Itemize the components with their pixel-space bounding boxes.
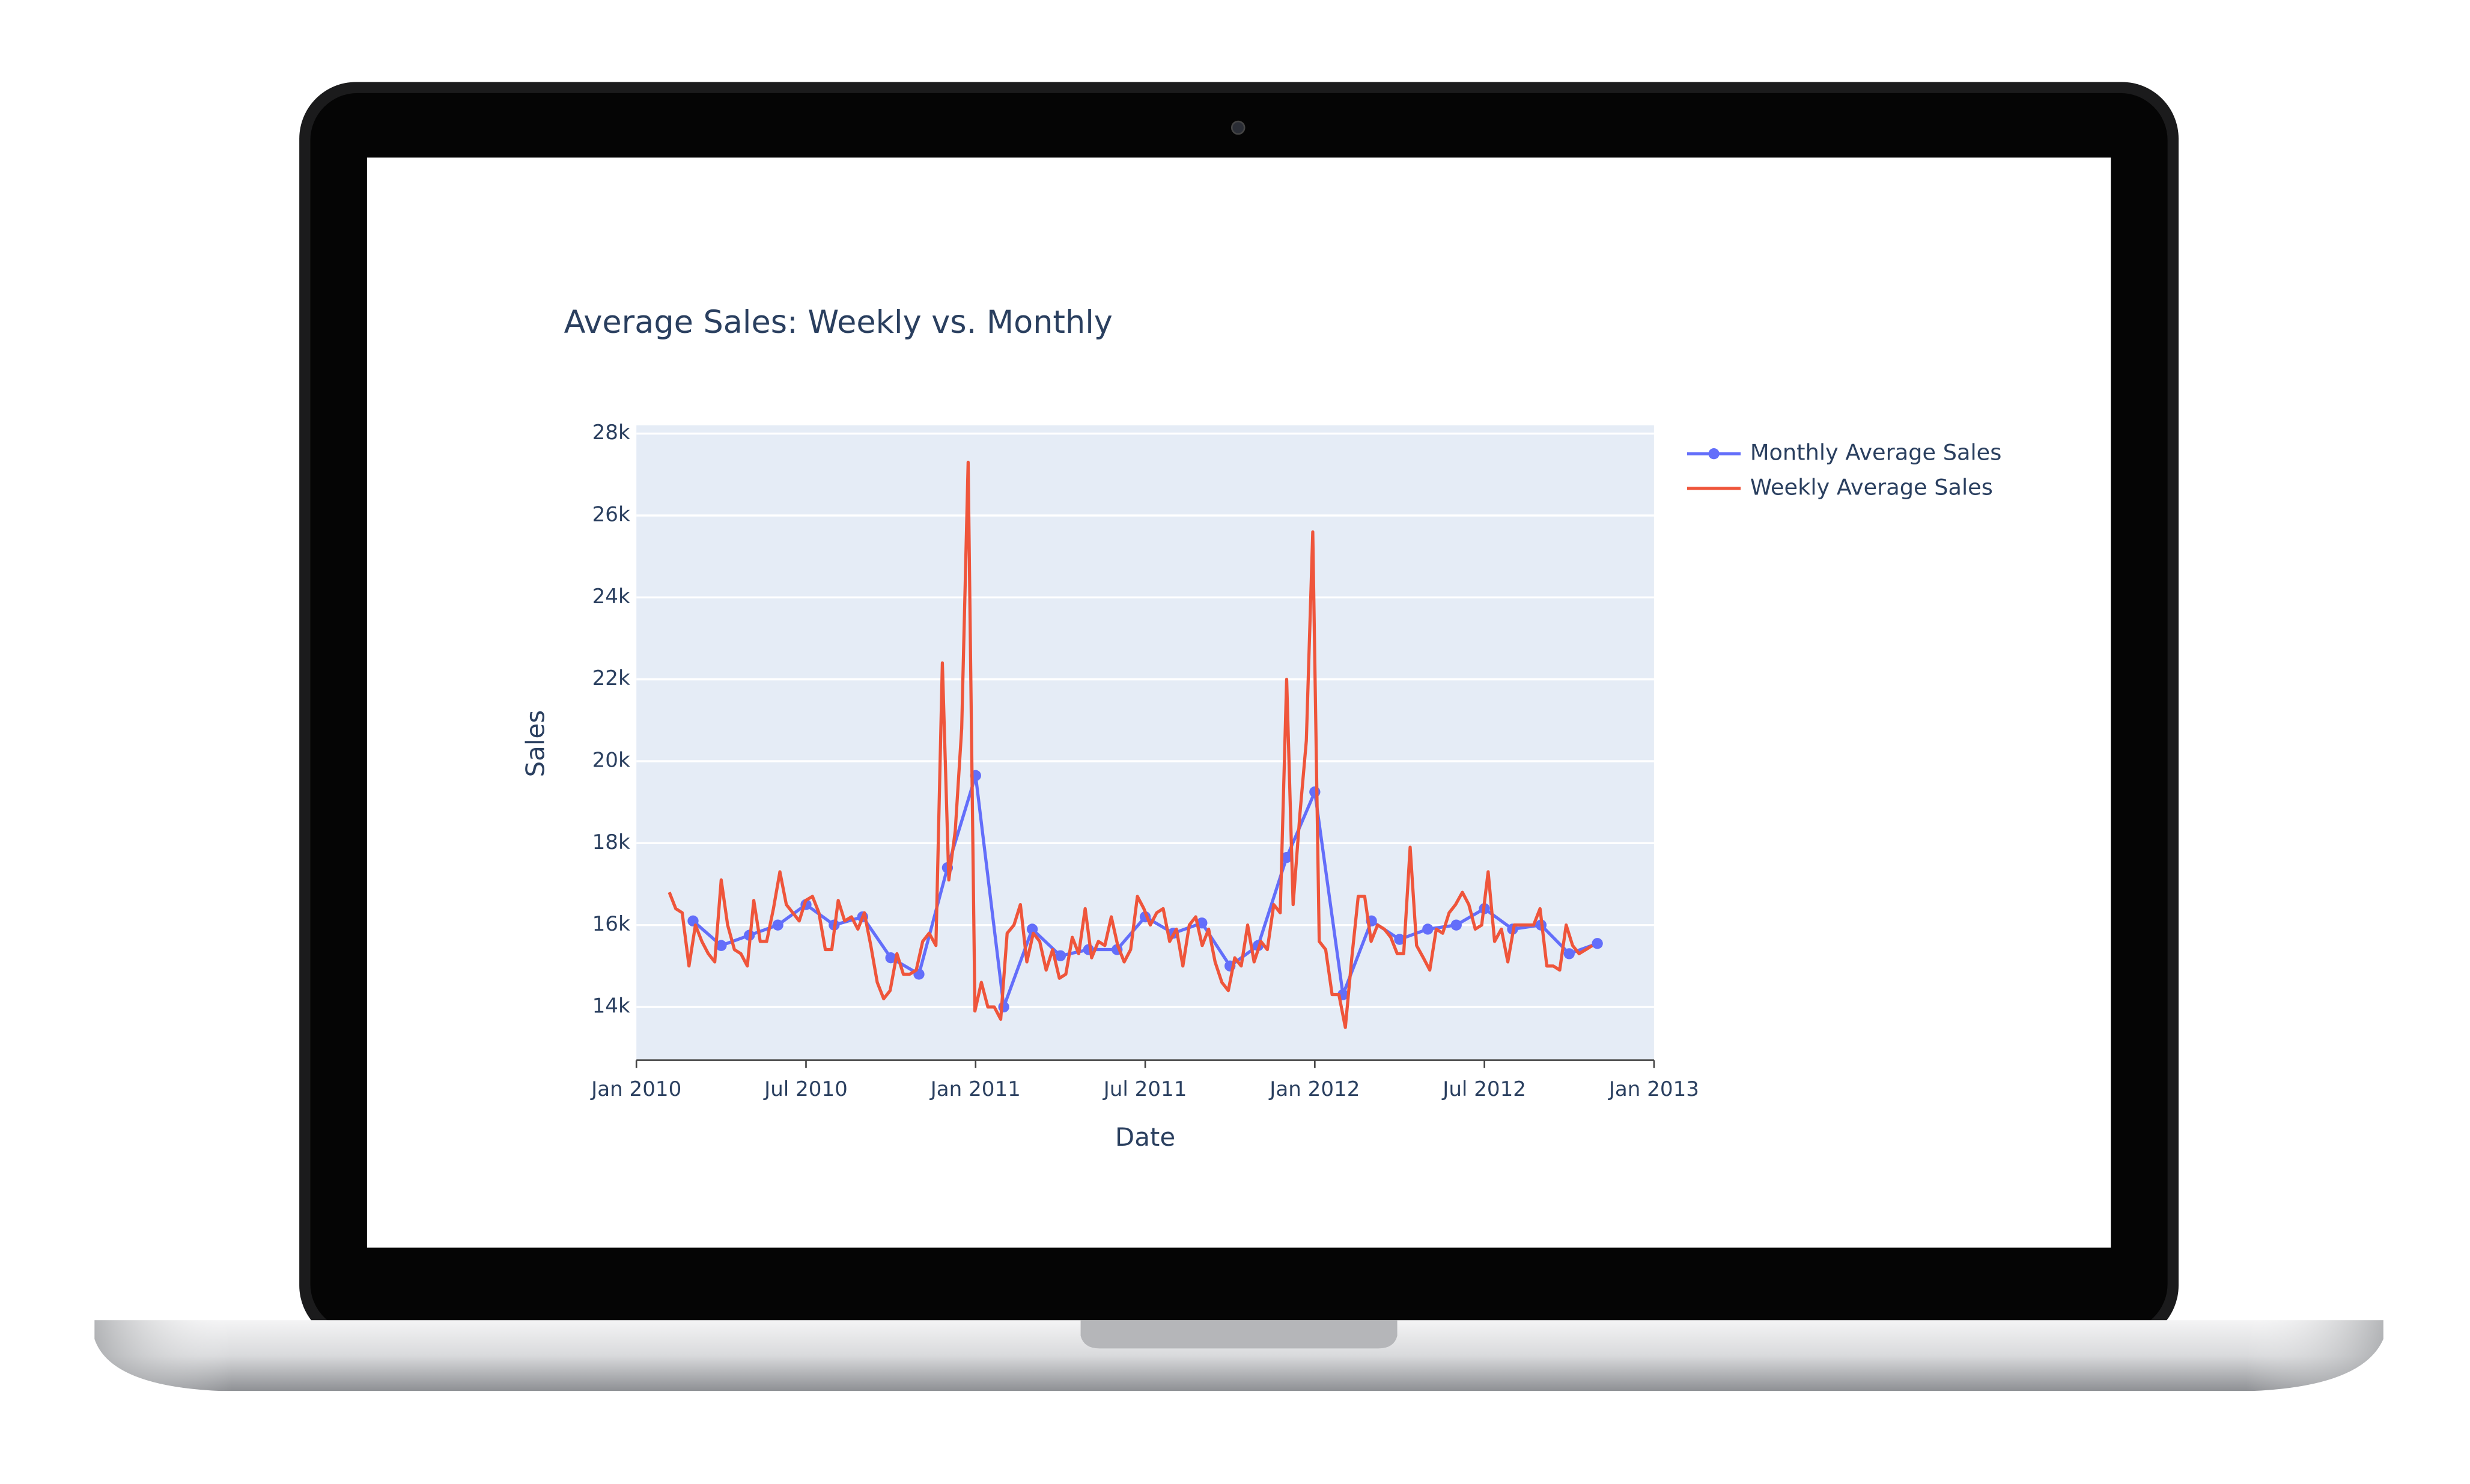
plot-area [636,425,1654,1060]
x-tick-label: Jan 2011 [929,1077,1021,1101]
series-marker [1422,923,1434,935]
y-tick-label: 18k [592,830,630,854]
x-tick-label: Jan 2010 [590,1077,681,1101]
camera [1230,120,1246,135]
series-marker [1281,852,1292,863]
series-marker [1592,938,1603,949]
legend-label: Weekly Average Sales [1750,474,1993,500]
series-marker [1309,786,1321,798]
series-marker [1450,919,1462,931]
series-line [668,460,1593,1029]
x-tick-label: Jul 2011 [1103,1077,1187,1101]
legend-marker [1708,448,1720,460]
y-axis-title: Sales [521,710,550,777]
series-marker [1026,923,1038,935]
y-tick-label: 14k [592,994,630,1018]
y-tick-label: 26k [592,502,630,526]
series-marker [716,940,727,951]
series-marker [1563,948,1575,959]
y-tick-label: 24k [592,585,630,609]
chart: Average Sales: Weekly vs. Monthly Date S… [521,304,2002,1152]
laptop-base-shade [94,1320,2383,1391]
series-marker [1054,950,1066,961]
y-tick-label: 22k [592,666,630,690]
x-axis-title: Date [1115,1122,1175,1152]
x-tick-label: Jan 2013 [1608,1077,1699,1101]
x-tick-label: Jan 2012 [1268,1077,1360,1101]
y-tick-label: 20k [592,748,630,772]
x-tick-label: Jul 2010 [763,1077,848,1101]
x-tick-label: Jul 2012 [1441,1077,1526,1101]
legend-label: Monthly Average Sales [1750,440,2002,466]
chart-title: Average Sales: Weekly vs. Monthly [564,304,1113,341]
y-tick-label: 28k [592,421,630,445]
series-marker [772,919,783,931]
laptop-notch [1080,1320,1398,1349]
series-marker [1394,934,1405,945]
series-marker [885,952,896,964]
y-tick-label: 16k [592,912,630,936]
